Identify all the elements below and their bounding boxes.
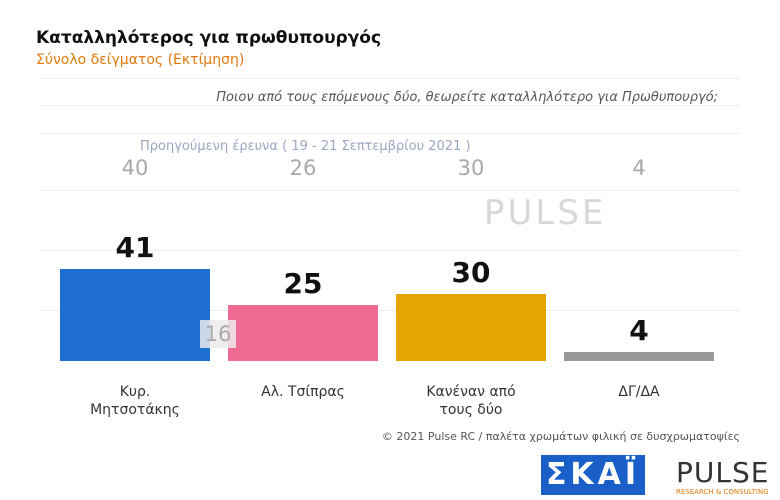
value-label: 4 [629, 314, 649, 347]
bar [228, 304, 378, 361]
category-label: Κυρ. Μητσοτάκης [90, 384, 180, 418]
watermark: PULSE [484, 193, 607, 233]
pulse-tagline: RESEARCH & CONSULTING [676, 488, 769, 496]
value-label: 41 [115, 230, 155, 264]
category-label: Αλ. Τσίπρας [261, 384, 345, 400]
title: Καταλληλότερος για πρωθυπουργός [36, 28, 382, 48]
credit: © 2021 Pulse RC / παλέτα χρωμάτων φιλική… [381, 430, 740, 443]
value-label: 25 [283, 266, 323, 300]
bar [60, 268, 210, 361]
previous-value: 40 [121, 156, 149, 180]
previous-label: Προηγούμενη έρευνα ( 19 - 21 Σεπτεμβρίου… [140, 139, 471, 154]
value-label: 30 [451, 255, 491, 289]
bar [564, 352, 714, 361]
previous-value: 30 [457, 156, 485, 180]
difference-label: 16 [200, 320, 236, 348]
divider [40, 105, 740, 106]
divider [40, 250, 740, 251]
category-label: ΔΓ/ΔΑ [618, 384, 660, 400]
previous-value: 26 [289, 156, 317, 180]
previous-value: 4 [632, 156, 646, 180]
divider [40, 133, 740, 134]
pulse-logo: PULSE [676, 456, 770, 489]
skai-logo: ΣΚΑΪ [541, 455, 645, 495]
divider [40, 190, 740, 191]
divider [40, 78, 740, 79]
question: Ποιον από τους επόμενους δύο, θεωρείτε κ… [216, 90, 718, 105]
category-label: Κανέναν από τους δύο [426, 384, 516, 418]
divider [40, 310, 740, 311]
subtitle: Σύνολο δείγματος (Εκτίμηση) [36, 52, 245, 68]
bar [396, 293, 546, 361]
